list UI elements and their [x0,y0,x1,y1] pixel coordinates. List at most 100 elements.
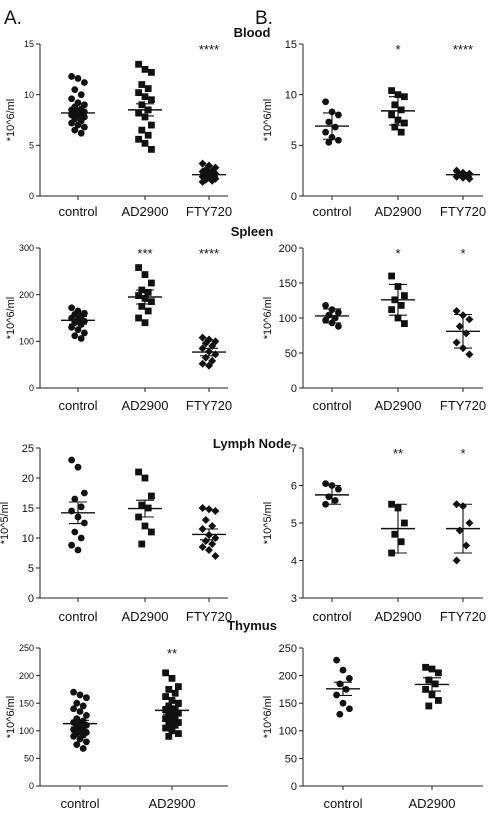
data-point-1-6 [141,522,149,530]
y-tick-label: 6 [291,480,297,492]
data-point-0-5 [68,95,75,103]
data-point-0-2 [335,485,342,493]
data-point-1-2 [401,519,408,527]
y-tick-label: 200 [19,671,34,681]
data-point-0-7 [81,519,88,527]
data-point-1-6 [168,697,176,704]
data-point-1-1 [141,474,149,482]
data-point-1-8 [391,123,399,131]
data-point-2-12 [211,552,220,560]
data-point-0-21 [74,121,82,129]
data-point-1-3 [165,686,173,693]
data-point-0-22 [83,738,90,746]
data-point-1-2 [401,292,408,299]
data-point-1-2 [175,683,182,691]
data-point-2-8 [201,537,210,545]
data-point-1-8 [165,702,173,710]
data-point-2-4 [462,541,471,550]
data-point-1-17 [148,145,155,153]
data-point-0-7 [335,136,342,144]
data-point-1-0 [135,468,142,476]
data-point-1-14 [144,131,152,139]
category-label-0: control [60,796,99,811]
row-title-spleen: Spleen [231,224,274,239]
significance-1: ** [393,446,403,461]
data-point-0-5 [322,128,329,136]
data-point-0-3 [325,118,333,126]
data-point-2-5 [452,556,461,565]
data-point-1-3 [138,501,146,509]
significance-1: * [395,42,400,57]
data-point-1-14 [171,713,179,721]
data-point-0-6 [76,708,84,715]
category-label-2: FTY720 [186,204,232,219]
data-point-0-24 [77,129,85,137]
data-point-1-9 [397,128,405,136]
y-tick-label: 200 [279,670,297,682]
data-point-1-5 [388,111,395,119]
data-point-0-0 [68,73,75,80]
data-point-1-23 [165,732,173,740]
y-tick-label: 25 [22,443,34,455]
category-label-1: AD2900 [375,204,422,219]
data-point-1-1 [428,665,436,673]
data-point-2-0 [198,504,207,512]
y-tick-label: 150 [19,698,34,708]
data-point-1-4 [171,689,179,697]
category-label-2: FTY720 [440,204,486,219]
data-point-1-15 [162,715,169,723]
data-point-1-10 [135,109,142,117]
significance-2: **** [199,42,219,57]
data-point-0-5 [70,705,77,713]
row-title-blood: Blood [234,25,271,40]
data-point-1-5 [422,686,429,693]
data-point-2-11 [205,546,213,554]
y-axis-label: *10^6/ml [262,696,274,738]
data-point-0-24 [79,745,87,752]
data-point-1-7 [175,699,182,707]
row-title-thymus: Thymus [227,618,277,633]
significance-1: ** [167,646,177,661]
category-label-1: AD2900 [409,796,456,811]
data-point-1-1 [394,91,402,99]
y-tick-label: 15 [24,39,34,49]
data-point-1-3 [138,81,146,88]
data-point-1-22 [175,730,182,737]
data-point-0-7 [83,711,90,719]
data-point-2-2 [465,315,474,324]
data-point-0-8 [336,710,344,718]
data-point-0-21 [76,735,84,743]
data-point-0-5 [322,316,329,324]
category-label-2: FTY720 [440,609,486,624]
y-tick-label: 5 [29,140,34,150]
data-point-1-0 [135,60,142,68]
category-label-0: control [312,609,351,624]
data-point-0-4 [331,123,339,131]
data-point-1-0 [388,272,395,280]
data-point-2-6 [459,173,467,182]
data-point-1-0 [388,87,395,95]
data-point-0-0 [68,304,75,312]
data-point-1-13 [138,126,146,134]
data-point-1-1 [141,271,149,278]
data-point-1-4 [397,106,405,114]
data-point-0-7 [346,705,353,713]
y-axis-label: *10^5/ml [262,502,274,544]
data-point-2-3 [201,339,210,348]
data-point-2-5 [452,338,461,347]
data-point-1-11 [141,319,149,327]
y-tick-label: 10 [24,90,34,100]
data-point-0-23 [71,126,79,134]
data-point-1-4 [144,85,152,92]
data-point-2-2 [465,519,474,527]
data-point-1-19 [171,721,179,729]
data-point-1-8 [138,302,146,310]
plot-1-1: 0 50 100 150 200 *10^6/ml control AD2900 FTY720 *… [262,243,486,413]
y-axis-label: *10^6/ml [262,99,274,141]
data-point-0-2 [81,489,88,497]
y-axis-label: *10^6/ml [5,696,17,738]
data-point-0-2 [83,694,90,702]
